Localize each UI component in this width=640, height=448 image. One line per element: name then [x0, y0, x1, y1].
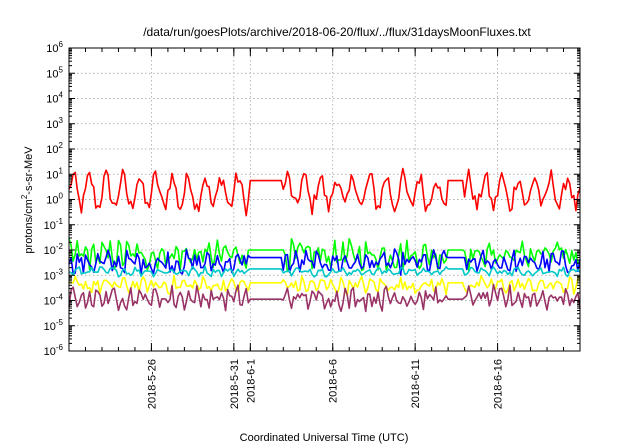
y-tick-label: 10-1: [44, 217, 64, 232]
y-tick-label: 10-3: [44, 267, 64, 282]
y-tick-base: 10: [46, 43, 58, 55]
series-0-line: [68, 167, 581, 217]
y-tick-base: 10: [44, 270, 56, 282]
y-tick-labels: 10-610-510-410-310-210-11001011021031041…: [44, 40, 64, 358]
y-axis-label-sup: 2: [20, 194, 29, 199]
y-tick-label: 10-4: [44, 293, 64, 308]
x-tick-label: 2018-6-16: [493, 359, 505, 409]
y-tick-label: 103: [46, 116, 63, 131]
y-tick-base: 10: [44, 321, 56, 333]
y-tick-exponent: -6: [56, 343, 64, 352]
series-1-line: [68, 238, 581, 273]
y-tick-exponent: -2: [56, 242, 64, 251]
y-tick-label: 101: [46, 166, 63, 181]
y-axis-label-base: protons/cm: [23, 199, 35, 253]
y-tick-exponent: 4: [59, 91, 64, 100]
axis-ticks: [68, 47, 581, 352]
y-tick-exponent: -3: [56, 267, 64, 276]
y-tick-exponent: -4: [56, 293, 64, 302]
y-tick-label: 104: [46, 91, 63, 106]
y-tick-exponent: 6: [59, 40, 64, 49]
y-tick-exponent: 5: [59, 65, 64, 74]
y-tick-base: 10: [44, 346, 56, 358]
y-tick-label: 105: [46, 65, 63, 80]
y-tick-base: 10: [46, 169, 58, 181]
x-tick-label: 2018-6-11: [410, 359, 422, 408]
x-tick-labels: 2018-5-26 2018-5-31 2018-6-1 2018-6-6 2018-6…: [146, 359, 504, 409]
y-tick-exponent: -5: [56, 318, 64, 327]
x-tick-label: 2018-5-31: [229, 359, 241, 409]
x-tick-label: 2018-5-26: [146, 359, 158, 409]
series-3-line: [68, 265, 581, 278]
y-tick-label: 102: [46, 141, 63, 156]
y-tick-base: 10: [46, 195, 58, 207]
y-tick-base: 10: [46, 94, 58, 106]
y-tick-base: 10: [46, 119, 58, 131]
y-tick-label: 10-2: [44, 242, 64, 257]
y-tick-exponent: 2: [59, 141, 64, 150]
y-tick-base: 10: [46, 68, 58, 80]
y-tick-exponent: 3: [59, 116, 64, 125]
chart-title: /data/run/goesPlots/archive/2018-06-20/f…: [143, 25, 531, 39]
series-2-line: [68, 248, 581, 276]
y-tick-label: 10-5: [44, 318, 64, 333]
y-axis-label-rest: -s-sr-MeV: [23, 146, 35, 195]
y-tick-base: 10: [46, 144, 58, 156]
y-tick-label: 100: [46, 192, 63, 207]
y-tick-base: 10: [44, 296, 56, 308]
y-tick-exponent: 0: [59, 192, 64, 201]
x-tick-label: 2018-6-1: [245, 359, 257, 403]
y-tick-exponent: 1: [59, 166, 64, 175]
y-axis-label: protons/cm2-s-sr-MeV: [20, 146, 35, 254]
y-tick-label: 106: [46, 40, 63, 55]
y-tick-exponent: -1: [56, 217, 64, 226]
y-tick-base: 10: [44, 245, 56, 257]
series-5-line: [68, 283, 581, 313]
x-tick-label: 2018-6-6: [328, 359, 340, 403]
series-group: [68, 167, 581, 313]
y-tick-base: 10: [44, 220, 56, 232]
x-axis-label: Coordinated Universal Time (UTC): [240, 432, 409, 444]
y-tick-label: 10-6: [44, 343, 64, 358]
